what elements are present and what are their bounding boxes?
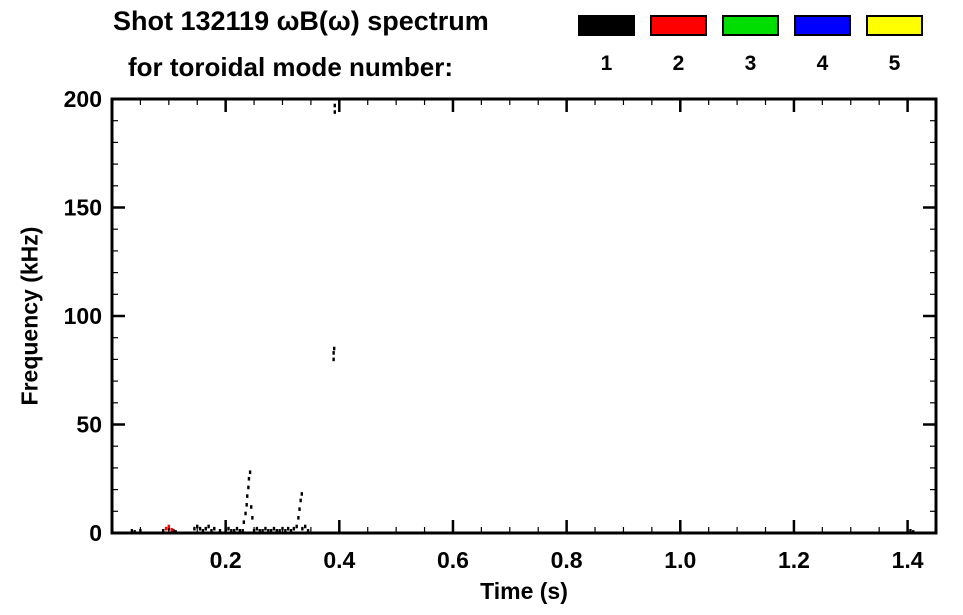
chart-title-line1: Shot 132119 ωB(ω) spectrum [113,6,489,36]
y-tick-label: 0 [89,520,102,546]
legend-label-mode-1: 1 [600,52,613,75]
x-axis-label: Time (s) [480,578,568,604]
x-tick-label: 0.4 [323,547,355,573]
legend-swatch-mode-1 [578,15,635,36]
x-tick-label: 1.2 [778,547,810,573]
legend-item-mode-1: 1 [578,15,635,74]
legend-item-mode-4: 4 [794,15,851,74]
legend-label-mode-5: 5 [888,52,901,75]
legend: 1 2 3 4 5 [578,15,923,74]
data-points [130,103,915,534]
legend-label-mode-2: 2 [672,52,685,75]
x-tick-label: 1.4 [892,547,924,573]
legend-item-mode-5: 5 [866,15,923,74]
series-mode-1 [130,103,915,534]
y-tick-labels: 0 50 100 150 200 [64,86,102,546]
legend-swatch-mode-3 [722,15,779,36]
legend-swatch-mode-5 [866,15,923,36]
x-tick-label: 0.2 [210,547,242,573]
x-tick-labels: 0.2 0.4 0.6 0.8 1.0 1.2 1.4 [210,547,924,573]
y-tick-label: 200 [64,86,102,112]
legend-swatch-mode-4 [794,15,851,36]
x-tick-label: 0.8 [551,547,583,573]
legend-label-mode-4: 4 [816,52,829,75]
y-tick-label: 50 [76,412,102,438]
axes [112,97,936,535]
legend-item-mode-2: 2 [650,15,707,74]
legend-item-mode-3: 3 [722,15,779,74]
legend-label-mode-3: 3 [744,52,757,75]
y-tick-label: 100 [64,303,102,329]
y-axis-label: Frequency (kHz) [16,226,43,406]
legend-swatch-mode-2 [650,15,707,36]
y-tick-label: 150 [64,195,102,221]
x-tick-label: 1.0 [664,547,696,573]
series-mode-2 [164,524,173,532]
chart-title-line2: for toroidal mode number: [128,52,453,82]
plot-frame [110,97,938,535]
x-tick-label: 0.6 [437,547,469,573]
